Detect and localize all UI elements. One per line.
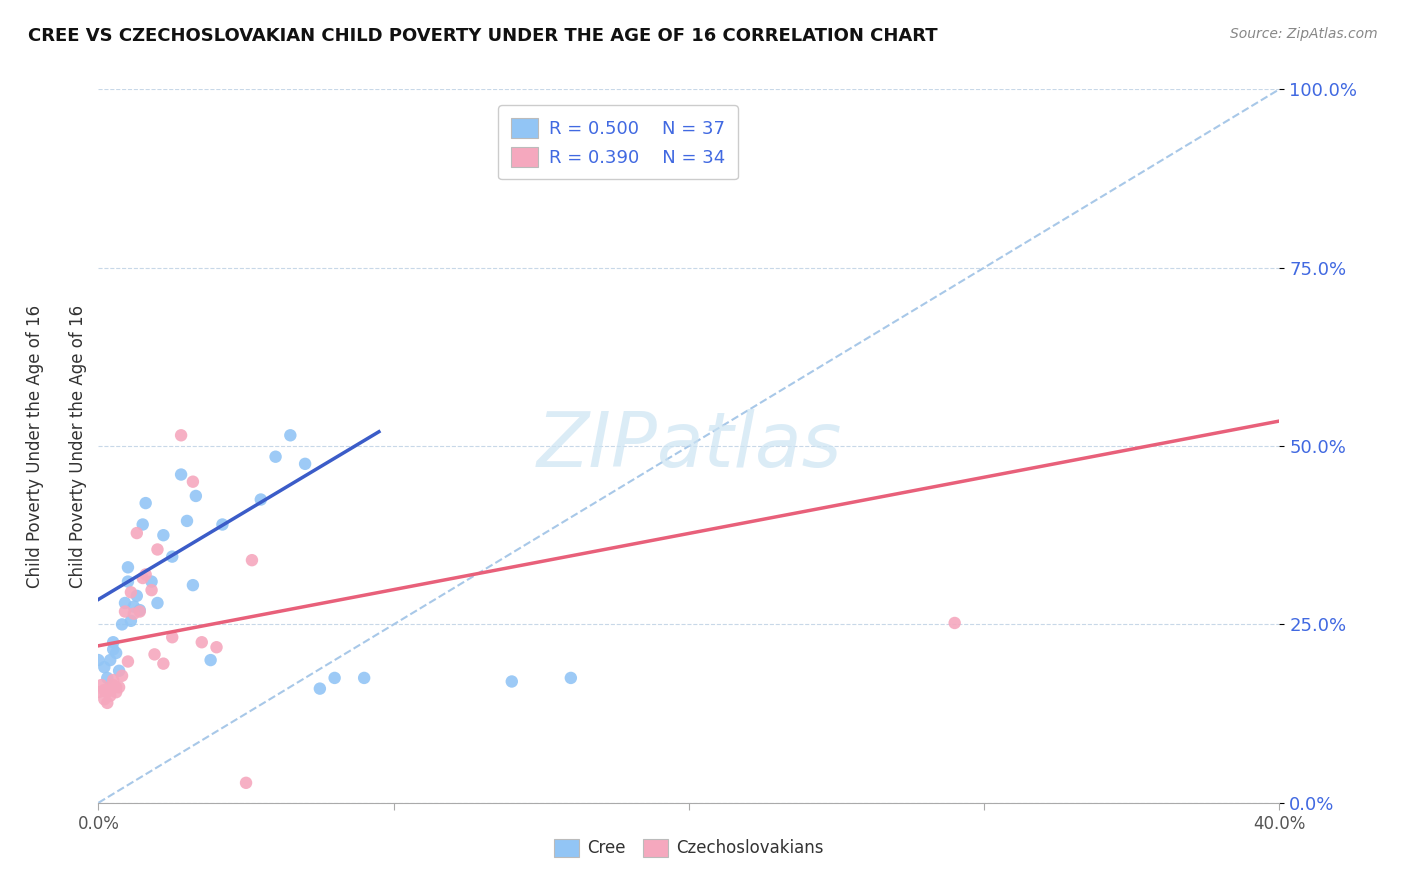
Point <box>120 614 142 628</box>
Point <box>294 457 316 471</box>
Point <box>114 605 136 619</box>
Point <box>184 489 207 503</box>
Point <box>96 671 118 685</box>
Point <box>200 653 222 667</box>
Point <box>170 428 193 442</box>
Point <box>240 553 263 567</box>
Point <box>125 589 148 603</box>
Point <box>98 689 121 703</box>
Point <box>323 671 346 685</box>
Point <box>111 669 134 683</box>
Point <box>108 664 131 678</box>
Point <box>103 673 125 687</box>
Point <box>560 671 582 685</box>
Point <box>117 655 139 669</box>
Point <box>96 685 118 699</box>
Point <box>122 607 145 621</box>
Point <box>181 578 204 592</box>
Point <box>250 492 273 507</box>
Point <box>122 599 145 614</box>
Text: CREE VS CZECHOSLOVAKIAN CHILD POVERTY UNDER THE AGE OF 16 CORRELATION CHART: CREE VS CZECHOSLOVAKIAN CHILD POVERTY UN… <box>28 27 938 45</box>
Point <box>135 567 157 582</box>
Point <box>87 653 110 667</box>
Point <box>90 678 112 692</box>
Point <box>170 467 193 482</box>
Point <box>117 560 139 574</box>
Point <box>108 680 131 694</box>
Point <box>132 571 155 585</box>
Point <box>152 528 174 542</box>
Point <box>98 680 121 694</box>
Point <box>105 646 128 660</box>
Point <box>235 776 257 790</box>
Point <box>309 681 332 696</box>
Point <box>93 692 115 706</box>
Point <box>114 596 136 610</box>
Point <box>146 596 169 610</box>
Point <box>125 526 148 541</box>
Point <box>87 685 110 699</box>
Point <box>146 542 169 557</box>
Point <box>176 514 198 528</box>
Point <box>103 642 125 657</box>
Point <box>264 450 287 464</box>
Text: Child Poverty Under the Age of 16: Child Poverty Under the Age of 16 <box>27 304 44 588</box>
Point <box>191 635 214 649</box>
Point <box>103 678 125 692</box>
Point <box>143 648 166 662</box>
Point <box>152 657 174 671</box>
Point <box>141 574 163 589</box>
Point <box>128 605 150 619</box>
Y-axis label: Child Poverty Under the Age of 16: Child Poverty Under the Age of 16 <box>69 304 87 588</box>
Point <box>353 671 375 685</box>
Point <box>135 496 157 510</box>
Point <box>105 685 128 699</box>
Point <box>98 653 121 667</box>
Point <box>117 574 139 589</box>
Text: ZIPatlas: ZIPatlas <box>536 409 842 483</box>
Point <box>141 583 163 598</box>
Point <box>278 428 302 442</box>
Point <box>93 683 115 698</box>
Point <box>162 630 183 644</box>
Point <box>111 617 134 632</box>
Point <box>162 549 183 564</box>
Point <box>93 660 115 674</box>
Text: Source: ZipAtlas.com: Source: ZipAtlas.com <box>1230 27 1378 41</box>
Point <box>205 640 228 655</box>
Point <box>181 475 204 489</box>
Point <box>128 603 150 617</box>
Point <box>211 517 233 532</box>
Point <box>103 635 125 649</box>
Point <box>132 517 155 532</box>
Point <box>96 696 118 710</box>
Point <box>501 674 523 689</box>
Point <box>943 615 966 630</box>
Legend: Cree, Czechoslovakians: Cree, Czechoslovakians <box>546 830 832 866</box>
Point <box>120 585 142 599</box>
Point <box>105 680 128 694</box>
